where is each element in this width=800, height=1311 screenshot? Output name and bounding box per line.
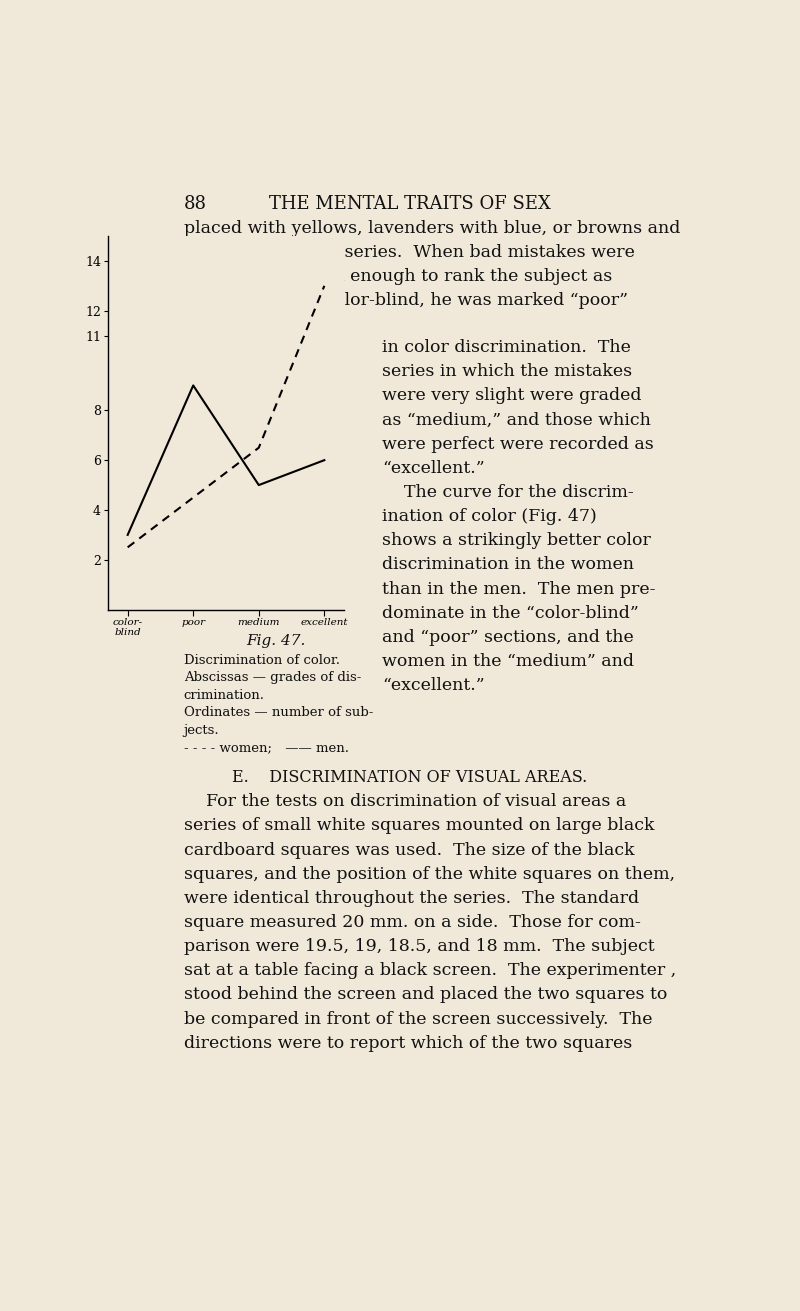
- Text: Fig. 47.: Fig. 47.: [246, 633, 305, 648]
- Text: in color discrimination.  The
series in which the mistakes
were very slight were: in color discrimination. The series in w…: [382, 340, 656, 694]
- Text: E.    DISCRIMINATION OF VISUAL AREAS.: E. DISCRIMINATION OF VISUAL AREAS.: [232, 770, 588, 787]
- Text: THE MENTAL TRAITS OF SEX: THE MENTAL TRAITS OF SEX: [269, 194, 551, 212]
- Text: 88: 88: [184, 194, 206, 212]
- Text: placed with yellows, lavenders with blue, or browns and
grays in the color serie: placed with yellows, lavenders with blue…: [184, 220, 680, 309]
- Text: For the tests on discrimination of visual areas a
series of small white squares : For the tests on discrimination of visua…: [184, 793, 676, 1051]
- Text: Discrimination of color.
Abscissas — grades of dis-
crimination.
Ordinates — num: Discrimination of color. Abscissas — gra…: [184, 654, 373, 754]
